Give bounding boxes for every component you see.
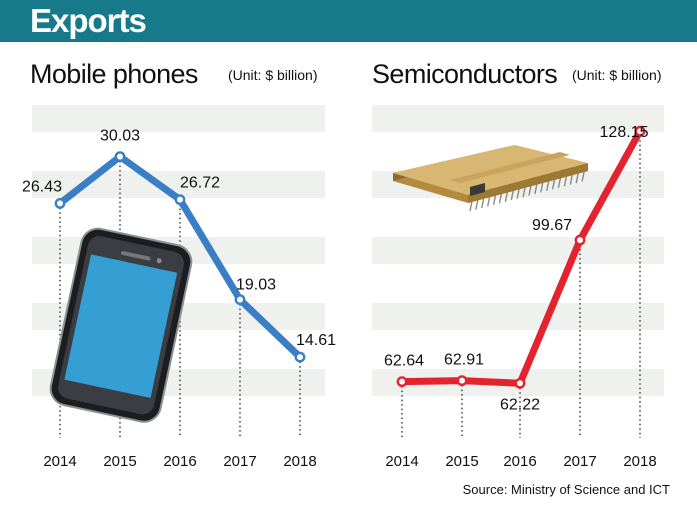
chip-pin bbox=[557, 177, 562, 188]
chip-pin bbox=[581, 171, 585, 182]
chip-pin bbox=[475, 199, 479, 210]
semi-x-tick-label: 2018 bbox=[623, 453, 656, 470]
chip-pin bbox=[569, 174, 573, 185]
semi-x-tick-label: 2017 bbox=[563, 453, 596, 470]
chip-pin bbox=[551, 179, 556, 190]
banner: Exports bbox=[0, 0, 697, 42]
chip-pin bbox=[575, 172, 579, 184]
chip-pin bbox=[546, 180, 550, 191]
chip-pin bbox=[563, 176, 568, 187]
mobile-data-label: 19.03 bbox=[236, 277, 276, 294]
semi-grid-band bbox=[372, 105, 664, 132]
semi-grid-band bbox=[372, 237, 664, 264]
semi-data-label: 99.67 bbox=[532, 217, 572, 234]
mobile-data-label: 30.03 bbox=[100, 128, 140, 145]
mobile-title: Mobile phones bbox=[30, 59, 198, 89]
chip-pin bbox=[540, 182, 544, 193]
smartphone-icon bbox=[49, 227, 193, 423]
mobile-x-tick-label: 2015 bbox=[103, 453, 136, 470]
chip-pin bbox=[534, 183, 538, 195]
mobile-x-tick-label: 2016 bbox=[163, 453, 196, 470]
chip-pin bbox=[469, 200, 473, 212]
chip-pin bbox=[516, 188, 520, 199]
semi-x-tick-label: 2015 bbox=[445, 453, 478, 470]
microchip-icon bbox=[393, 145, 588, 212]
semi-data-point bbox=[634, 125, 646, 137]
mobile-data-point bbox=[294, 351, 306, 363]
chip-pin bbox=[487, 196, 491, 207]
chip-pin bbox=[498, 193, 503, 204]
mobile-x-tick-label: 2018 bbox=[283, 453, 316, 470]
chip-pin bbox=[528, 185, 532, 196]
semi-data-point bbox=[396, 376, 408, 388]
chip-pin bbox=[492, 194, 497, 205]
semi-data-label: 128.15 bbox=[600, 124, 649, 141]
semi-data-label: 62.91 bbox=[444, 352, 484, 369]
mobile-unit: (Unit: $ billion) bbox=[228, 67, 318, 83]
mobile-data-label: 26.43 bbox=[22, 178, 62, 195]
semi-data-point bbox=[456, 375, 468, 387]
mobile-x-tick-label: 2014 bbox=[43, 453, 76, 470]
mobile-data-point bbox=[114, 151, 126, 163]
semi-unit: (Unit: $ billion) bbox=[572, 67, 662, 83]
semi-x-tick-label: 2016 bbox=[503, 453, 536, 470]
chip-pin bbox=[504, 191, 509, 202]
mobile-data-point bbox=[54, 198, 66, 209]
mobile-data-point bbox=[174, 194, 186, 206]
semi-title: Semiconductors bbox=[372, 59, 558, 89]
mobile-data-label: 14.61 bbox=[296, 332, 336, 349]
semi-data-label: 62.64 bbox=[384, 353, 424, 370]
mobile-x-tick-label: 2017 bbox=[223, 453, 256, 470]
source-note: Source: Ministry of Science and ICT bbox=[462, 482, 670, 497]
mobile-grid-band bbox=[32, 105, 325, 132]
semi-data-point bbox=[574, 234, 586, 246]
chip-pin bbox=[522, 186, 526, 198]
mobile-data-point bbox=[234, 294, 246, 306]
semi-x-tick-label: 2014 bbox=[385, 453, 418, 470]
chip-pin bbox=[510, 190, 514, 201]
chip-pin bbox=[481, 197, 485, 209]
semi-data-point bbox=[514, 377, 526, 389]
semi-data-label: 62.22 bbox=[500, 396, 540, 413]
mobile-data-label: 26.72 bbox=[180, 175, 220, 192]
banner-title: Exports bbox=[30, 2, 147, 39]
semi-grid-band bbox=[372, 303, 664, 330]
